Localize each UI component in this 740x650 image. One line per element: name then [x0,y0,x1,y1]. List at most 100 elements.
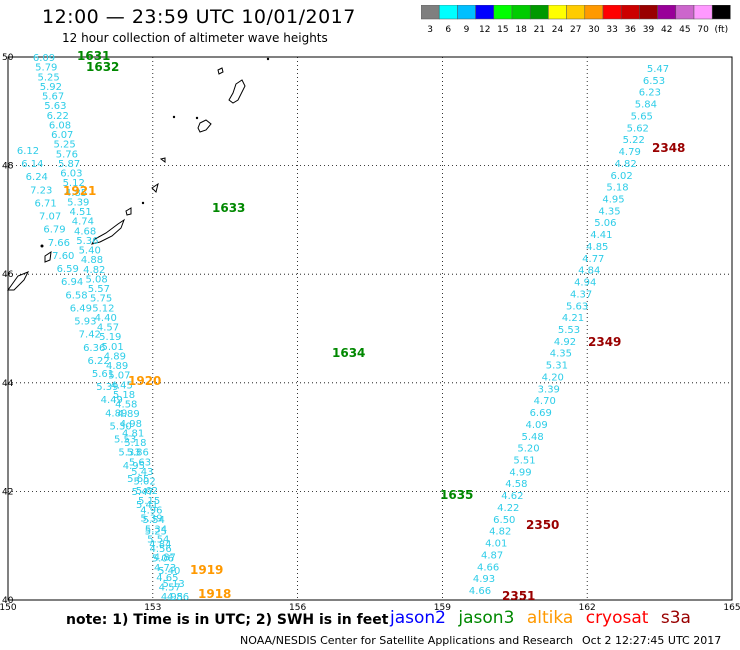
island [44,250,52,263]
swh-value: 5.18 [606,183,628,194]
swh-value: 4.70 [534,396,556,407]
swh-value: 5.15 [138,496,160,507]
pass-label: 1921 [63,184,96,198]
swh-value: 4.57 [97,323,119,334]
swh-value: 4.86 [167,592,189,603]
scale-tick-label: 45 [679,25,690,35]
swh-value: 5.06 [594,218,616,229]
swh-value: 5.39 [96,382,118,393]
island [7,271,30,291]
swh-value: 6.23 [639,88,661,99]
swh-value: 4.20 [542,373,564,384]
swh-value: 4.89 [105,408,127,419]
scale-tick-label: 6 [445,25,451,35]
island [228,79,246,104]
swh-value: 4.82 [83,265,105,276]
swh-value: 5.62 [136,486,158,497]
swh-value: 4.49 [101,395,123,406]
swh-value: 6.79 [43,225,65,236]
swh-value: 5.63 [44,101,66,112]
legend-jason2: jason2 [390,608,446,628]
swh-value: 6.08 [49,120,71,131]
swh-value: 7.60 [52,251,74,262]
islet [141,201,145,205]
swh-value: 6.36 [83,343,105,354]
swh-value: 6.49 [70,303,92,314]
swh-value: 5.67 [42,92,64,103]
swh-value: 5.39 [67,197,89,208]
swh-value: 4.95 [602,195,624,206]
swh-value: 4.58 [115,400,137,411]
swh-value: 4.98 [120,419,142,430]
swh-value: 5.18 [124,438,146,449]
swh-value: 5.02 [133,477,155,488]
swh-value: 4.84 [149,540,171,551]
swh-value: 5.53 [558,325,580,336]
swh-value: 5.63 [129,457,151,468]
pass-label: 1632 [86,60,119,74]
swh-value: 5.20 [517,444,539,455]
map-frame [7,56,733,601]
swh-value: 4.35 [598,206,620,217]
swh-value: 5.57 [88,284,110,295]
swh-value: 5.84 [635,100,657,111]
scale-tick-label: 70 [697,25,709,35]
island [197,119,212,133]
swh-value: 6.03 [60,169,82,180]
swh-value: 4.79 [619,147,641,158]
swh-value: 5.31 [546,361,568,372]
lat-tick-label: 46 [2,270,14,280]
swh-value: 4.93 [473,574,495,585]
coastline [7,57,270,291]
swh-value: 5.12 [63,178,85,189]
footnote: note: 1) Time is in UTC; 2) SWH is in fe… [66,612,389,628]
scale-tick-label: 18 [515,25,527,35]
swh-value: 5.07 [108,371,130,382]
swh-value: 6.50 [493,515,515,526]
swh-value: 5.18 [113,390,135,401]
legend-jason3: jason3 [458,608,515,628]
lat-tick-label: 44 [2,379,14,389]
swh-value: 6.69 [530,408,552,419]
lon-tick-label: 162 [579,603,596,613]
swh-value: 4.85 [65,188,87,199]
swh-value: 6.22 [87,356,109,367]
swh-value: 5.75 [90,294,112,305]
swh-value: 4.89 [104,351,126,362]
swh-value: 5.43 [131,467,153,478]
pass-label: 2350 [526,518,559,532]
islet [266,57,270,61]
swh-value: 5.06 [152,554,174,565]
swh-value: 4.89 [106,361,128,372]
swh-value: 4.57 [159,582,181,593]
swh-tracks: 6.095.795.255.925.675.636.226.086.075.25… [17,53,669,603]
swh-value: 6.24 [26,172,48,183]
pass-label: 1918 [198,587,231,601]
swh-value: 5.39 [140,513,162,524]
pass-label: 2349 [588,335,621,349]
swh-value: 5.33 [118,448,140,459]
swh-value: 5.87 [58,159,80,170]
pass-label: 2351 [502,589,535,603]
swh-value: 5.22 [623,135,645,146]
swh-value: 6.02 [610,171,632,182]
swh-value: 4.81 [122,428,144,439]
swh-value: 5.93 [74,317,96,328]
swh-value: 5.62 [627,123,649,134]
swh-value: 4.82 [614,159,636,170]
swh-value: 4.87 [481,550,503,561]
swh-value: 5.54 [147,534,169,545]
swh-value: 6.94 [61,277,83,288]
swh-value: 5.25 [37,72,59,83]
swh-value: 4.88 [81,255,103,266]
scale-tick-label: 15 [497,25,508,35]
swh-value: 5.47 [647,64,669,75]
scale-swatch [711,5,731,20]
lon-tick-label: 159 [434,603,451,613]
map-subtitle: 12 hour collection of altimeter wave hei… [62,31,328,45]
swh-value: 5.63 [566,301,588,312]
scale-tick-label: 42 [661,25,672,35]
lon-tick-label: 153 [144,603,161,613]
swh-value: 4.22 [497,503,519,514]
